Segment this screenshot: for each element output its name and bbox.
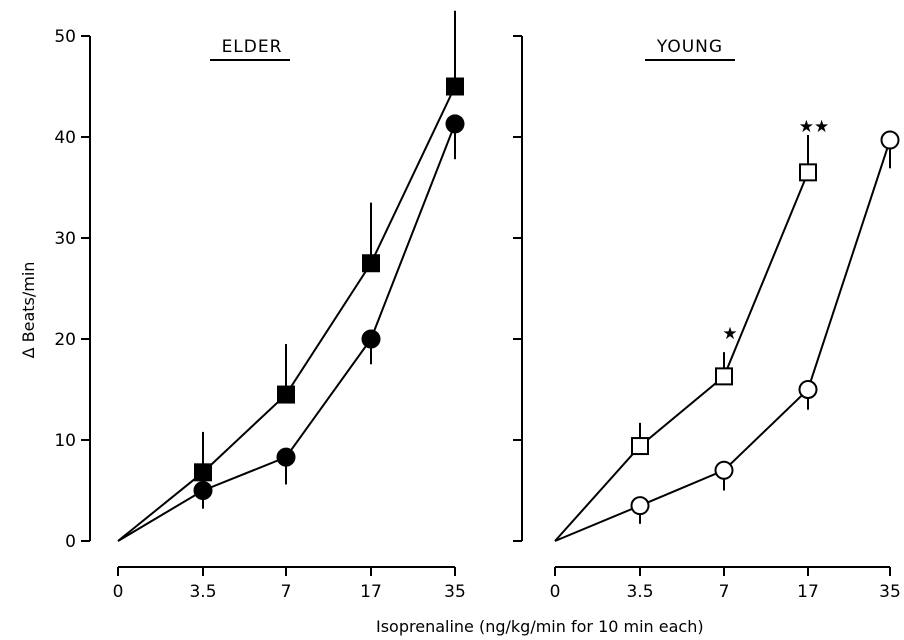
- data-point: [361, 329, 381, 349]
- x-tick-label: 17: [797, 582, 819, 602]
- data-point: [630, 496, 650, 516]
- series-line: [554, 171, 809, 542]
- data-point: [193, 481, 213, 500]
- y-tick-label: 40: [54, 128, 76, 148]
- x-tick-label: 35: [444, 582, 466, 602]
- data-point: [714, 460, 734, 480]
- series-open-square: [554, 134, 817, 542]
- y-tick-label: 20: [54, 330, 76, 350]
- y-axis-label: Δ Beats/min: [19, 262, 38, 359]
- panel-elder: 0 3.5 7 17 35 ELDER: [89, 10, 466, 602]
- data-point: [631, 437, 649, 456]
- y-tick-label: 0: [65, 532, 76, 552]
- x-tick-label: 7: [281, 582, 292, 602]
- x-tick-label: 7: [719, 582, 730, 602]
- data-point: [799, 163, 817, 182]
- data-point: [194, 463, 212, 482]
- y-tick-label: 10: [54, 431, 76, 451]
- data-point: [446, 77, 464, 96]
- x-tick-label: 35: [879, 582, 901, 602]
- panel-title: YOUNG: [656, 37, 723, 57]
- x-axis-label: Isoprenaline (ng/kg/min for 10 min each): [376, 617, 704, 636]
- data-point: [277, 385, 295, 404]
- y-tick-label: 30: [54, 229, 76, 249]
- data-point: [880, 130, 900, 150]
- series-open-circle: [554, 130, 900, 542]
- data-point: [362, 254, 380, 273]
- x-tick-label: 3.5: [189, 582, 216, 602]
- series-filled-circle: [117, 114, 465, 542]
- data-point: [445, 114, 465, 134]
- series-filled-square: [117, 10, 464, 542]
- y-tick-label: 50: [54, 27, 76, 47]
- data-point: [798, 380, 818, 399]
- x-tick-label: 0: [113, 582, 124, 602]
- data-point: [276, 447, 296, 467]
- significance-marker: ★★: [799, 117, 829, 137]
- x-tick-label: 17: [360, 582, 382, 602]
- significance-marker: ★: [722, 324, 737, 344]
- panel-title: ELDER: [222, 37, 283, 57]
- x-tick-label: 3.5: [626, 582, 653, 602]
- y-axis: 0 10 20 30 40 50: [54, 27, 90, 552]
- x-tick-label: 0: [550, 582, 561, 602]
- data-point: [715, 367, 733, 386]
